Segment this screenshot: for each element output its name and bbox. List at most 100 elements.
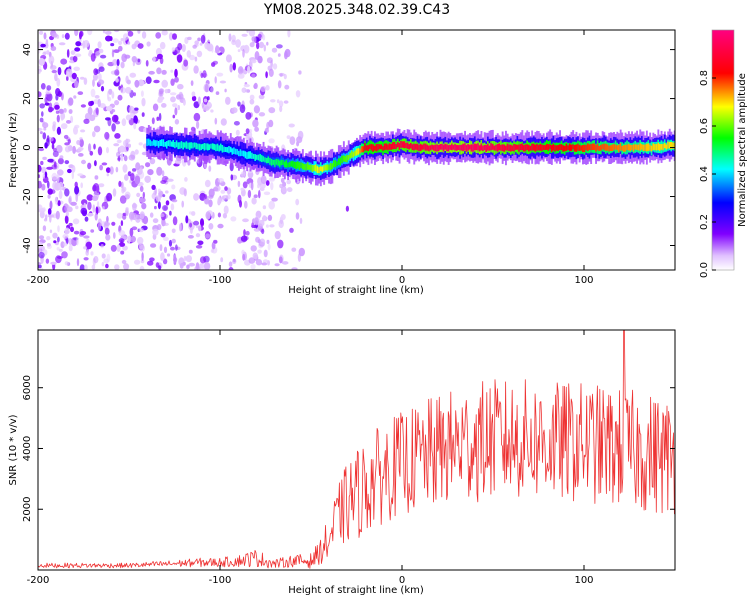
heatmap-cell — [57, 236, 60, 243]
heatmap-ridge-cell — [478, 145, 481, 152]
heatmap-ridge-cell — [282, 160, 285, 165]
heatmap-cell — [138, 227, 144, 233]
heatmap-cell — [57, 157, 64, 165]
heatmap-cell — [241, 249, 245, 255]
heatmap-cell — [193, 101, 200, 109]
heatmap-cell — [103, 258, 109, 264]
heatmap-cell — [215, 45, 220, 54]
heatmap-cell — [228, 261, 233, 268]
heatmap-cell — [177, 83, 184, 90]
heatmap-cell — [90, 100, 94, 106]
heatmap-ridge-cell — [174, 142, 176, 149]
heatmap-cell — [111, 114, 119, 123]
heatmap-cell — [47, 194, 51, 199]
heatmap-cell — [258, 94, 265, 100]
heatmap-cell — [41, 166, 47, 174]
heatmap-cell — [114, 133, 121, 139]
heatmap-ridge-cell — [593, 143, 596, 150]
heatmap-cell — [98, 73, 102, 81]
heatmap-cell — [68, 197, 72, 204]
heatmap-cell — [257, 33, 262, 39]
heatmap-cell — [47, 208, 52, 216]
heatmap-cell — [101, 253, 106, 259]
heatmap-cell — [125, 207, 129, 211]
heatmap-cell — [240, 235, 248, 242]
heatmap-ridge-cell — [534, 144, 537, 152]
heatmap-ridge-cell — [337, 158, 340, 165]
heatmap-cell — [161, 220, 166, 227]
heatmap-ridge-cell — [526, 144, 529, 151]
heatmap-ridge-cell — [444, 143, 447, 150]
heatmap-cell — [39, 208, 46, 213]
heatmap-ridge-cell — [423, 143, 425, 150]
heatmap-ridge-cell — [467, 144, 470, 151]
heatmap-ridge-cell — [623, 145, 625, 152]
heatmap-noise-layer — [38, 30, 349, 270]
heatmap-ridge-cell — [152, 139, 155, 146]
heatmap-ridge-cell — [537, 144, 540, 151]
heatmap-ridge-cell — [487, 143, 489, 151]
heatmap-cell — [102, 206, 105, 210]
heatmap-cell — [249, 61, 253, 67]
heatmap-cell — [75, 193, 78, 203]
heatmap-cell — [172, 114, 176, 119]
heatmap-cell — [197, 96, 201, 105]
heatmap-ridge-cell — [506, 143, 509, 151]
heatmap-ridge-cell — [256, 154, 258, 160]
heatmap-ridge-cell — [583, 144, 586, 152]
heatmap-cell — [68, 244, 73, 252]
heatmap-ridge-cell — [290, 161, 293, 167]
heatmap-ridge-cell — [455, 144, 458, 151]
heatmap-cell — [105, 31, 112, 35]
heatmap-ridge-cell — [369, 144, 371, 149]
heatmap-cell — [240, 45, 248, 52]
heatmap-ridge-cell — [575, 144, 578, 152]
heatmap-cell — [85, 241, 93, 250]
heatmap-cell — [195, 233, 201, 238]
heatmap-cell — [56, 247, 60, 251]
heatmap-cell — [119, 195, 127, 204]
heatmap-cell — [147, 260, 154, 266]
heatmap-cell — [196, 50, 203, 58]
heatmap-ridge-cell — [572, 144, 575, 150]
heatmap-ridge-cell — [472, 144, 475, 152]
heatmap-ridge-cell — [226, 147, 229, 153]
heatmap-cell — [253, 194, 258, 198]
heatmap-cell — [183, 59, 189, 67]
heatmap-ridge-cell — [406, 142, 409, 149]
heatmap-cell — [74, 185, 80, 195]
heatmap-cell — [215, 91, 220, 95]
heatmap-cell — [83, 235, 90, 239]
heatmap-cell — [120, 181, 124, 189]
heatmap-cell — [114, 264, 120, 270]
heatmap-ridge-cell — [408, 144, 411, 150]
heatmap-cell — [96, 201, 100, 208]
heatmap-cell — [100, 85, 105, 92]
heatmap-cell — [255, 236, 261, 243]
heatmap-cell — [151, 184, 156, 190]
heatmap-cell — [63, 108, 67, 113]
heatmap-ridge-cell — [375, 144, 378, 152]
heatmap-ridge-cell — [295, 161, 298, 170]
heatmap-cell — [77, 147, 83, 152]
heatmap-ridge-cell — [398, 142, 401, 150]
heatmap-cell — [245, 89, 251, 93]
heatmap-ridge-cell — [490, 143, 493, 151]
heatmap-cell — [214, 76, 217, 84]
heatmap-ridge-cell — [496, 144, 499, 152]
heatmap-cell — [38, 58, 45, 66]
heatmap-cell — [203, 106, 210, 111]
colorbar-label: Normalized spectral amplitude — [737, 73, 748, 227]
heatmap-cell — [250, 264, 256, 270]
heatmap-ridge-cell — [236, 149, 239, 155]
snr-panel: -200 -100 0 100 2000 4000 6000 Height of stra… — [8, 329, 676, 596]
heatmap-cell — [228, 33, 232, 42]
heatmap-cell — [297, 253, 301, 262]
heatmap-cell — [265, 180, 270, 186]
heatmap-cell — [42, 173, 46, 179]
heatmap-cell — [105, 35, 112, 42]
heatmap-ridge-cell — [277, 159, 280, 166]
heatmap-ridge-cell — [449, 145, 452, 150]
heatmap-cell — [68, 109, 73, 114]
heatmap-cell — [145, 162, 151, 168]
